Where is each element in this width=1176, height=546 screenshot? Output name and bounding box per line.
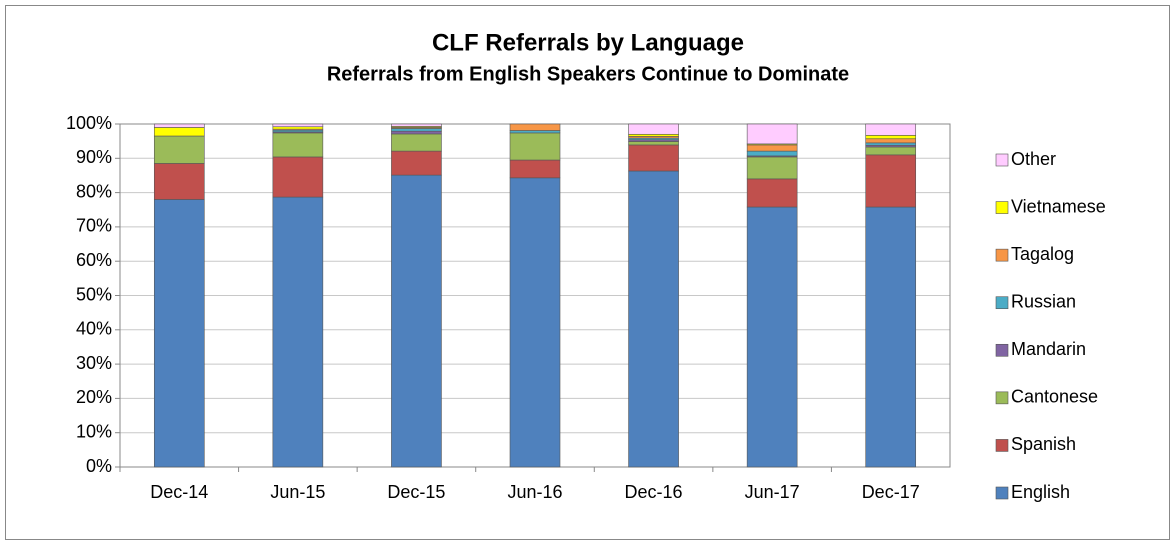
bar-segment [509, 177, 561, 468]
bar-segment [391, 133, 442, 152]
bar-segment [153, 135, 205, 164]
bar-segment [391, 174, 442, 468]
bar-segment [509, 130, 561, 134]
bar-segment [153, 199, 205, 468]
bar-segment [153, 127, 205, 137]
y-tick-label: 10% [76, 421, 112, 441]
legend-label: Tagalog [1011, 244, 1074, 264]
y-tick-label: 70% [76, 216, 112, 236]
y-tick-label: 80% [76, 181, 112, 201]
bar-segment [628, 144, 679, 172]
bar-segment [628, 170, 679, 468]
bar-segment [272, 126, 324, 130]
bar-segment [746, 123, 798, 145]
bar-segment [746, 206, 798, 468]
bar-segment [272, 156, 324, 198]
x-tick-label: Jun-16 [507, 482, 562, 502]
bar-segment [391, 123, 442, 127]
bar-segment [509, 159, 561, 179]
legend-swatch [995, 486, 1009, 500]
bar-segment [391, 150, 442, 176]
bar-segment [272, 196, 324, 468]
bar-segment [628, 123, 679, 135]
legend-label: Other [1011, 149, 1056, 169]
x-tick-label: Dec-14 [150, 482, 208, 502]
x-tick-label: Jun-15 [270, 482, 325, 502]
bar-segment [391, 128, 442, 132]
y-tick-label: 40% [76, 319, 112, 339]
x-tick-label: Dec-16 [625, 482, 683, 502]
legend-swatch [995, 248, 1009, 262]
bar-segment [746, 144, 798, 152]
bar-segment [509, 123, 561, 131]
bar-segment [865, 154, 917, 208]
legend-label: English [1011, 482, 1070, 502]
chart-subtitle: Referrals from English Speakers Continue… [327, 63, 849, 85]
legend-label: Mandarin [1011, 339, 1086, 359]
bar-segment [628, 141, 679, 146]
bar-segment [865, 206, 917, 468]
bar-segment [153, 163, 205, 200]
bar-segment [746, 156, 798, 180]
y-tick-label: 20% [76, 387, 112, 407]
bar-segment [272, 132, 324, 158]
bar-segment [865, 142, 917, 146]
legend-swatch [995, 343, 1009, 357]
chart-title: CLF Referrals by Language [432, 29, 744, 56]
y-tick-label: 90% [76, 147, 112, 167]
legend-swatch [995, 391, 1009, 405]
bar-segment [391, 130, 442, 135]
bar-segment [865, 146, 917, 156]
y-tick-label: 0% [86, 456, 112, 476]
bar-segment [865, 138, 917, 144]
bar-segment [746, 178, 798, 208]
bar-segment [272, 123, 324, 128]
y-tick-label: 50% [76, 284, 112, 304]
x-tick-label: Jun-17 [745, 482, 800, 502]
y-tick-label: 30% [76, 353, 112, 373]
legend-swatch [995, 201, 1009, 214]
legend-label: Cantonese [1011, 387, 1098, 407]
bar-segment [509, 132, 561, 161]
bar-segment [628, 133, 679, 137]
legend-label: Russian [1011, 291, 1076, 311]
legend-swatch [995, 153, 1009, 167]
x-tick-label: Dec-15 [387, 482, 445, 502]
x-tick-label: Dec-17 [862, 482, 920, 502]
bar-segment [153, 123, 205, 128]
y-tick-label: 60% [76, 250, 112, 270]
legend-label: Vietnamese [1011, 196, 1106, 216]
bar-segment [746, 150, 798, 157]
bar-segment [865, 123, 917, 136]
y-tick-label: 100% [66, 113, 112, 133]
legend-swatch [995, 439, 1009, 452]
legend-label: Spanish [1011, 434, 1076, 454]
bar-segment [865, 135, 917, 140]
legend-swatch [995, 296, 1009, 310]
